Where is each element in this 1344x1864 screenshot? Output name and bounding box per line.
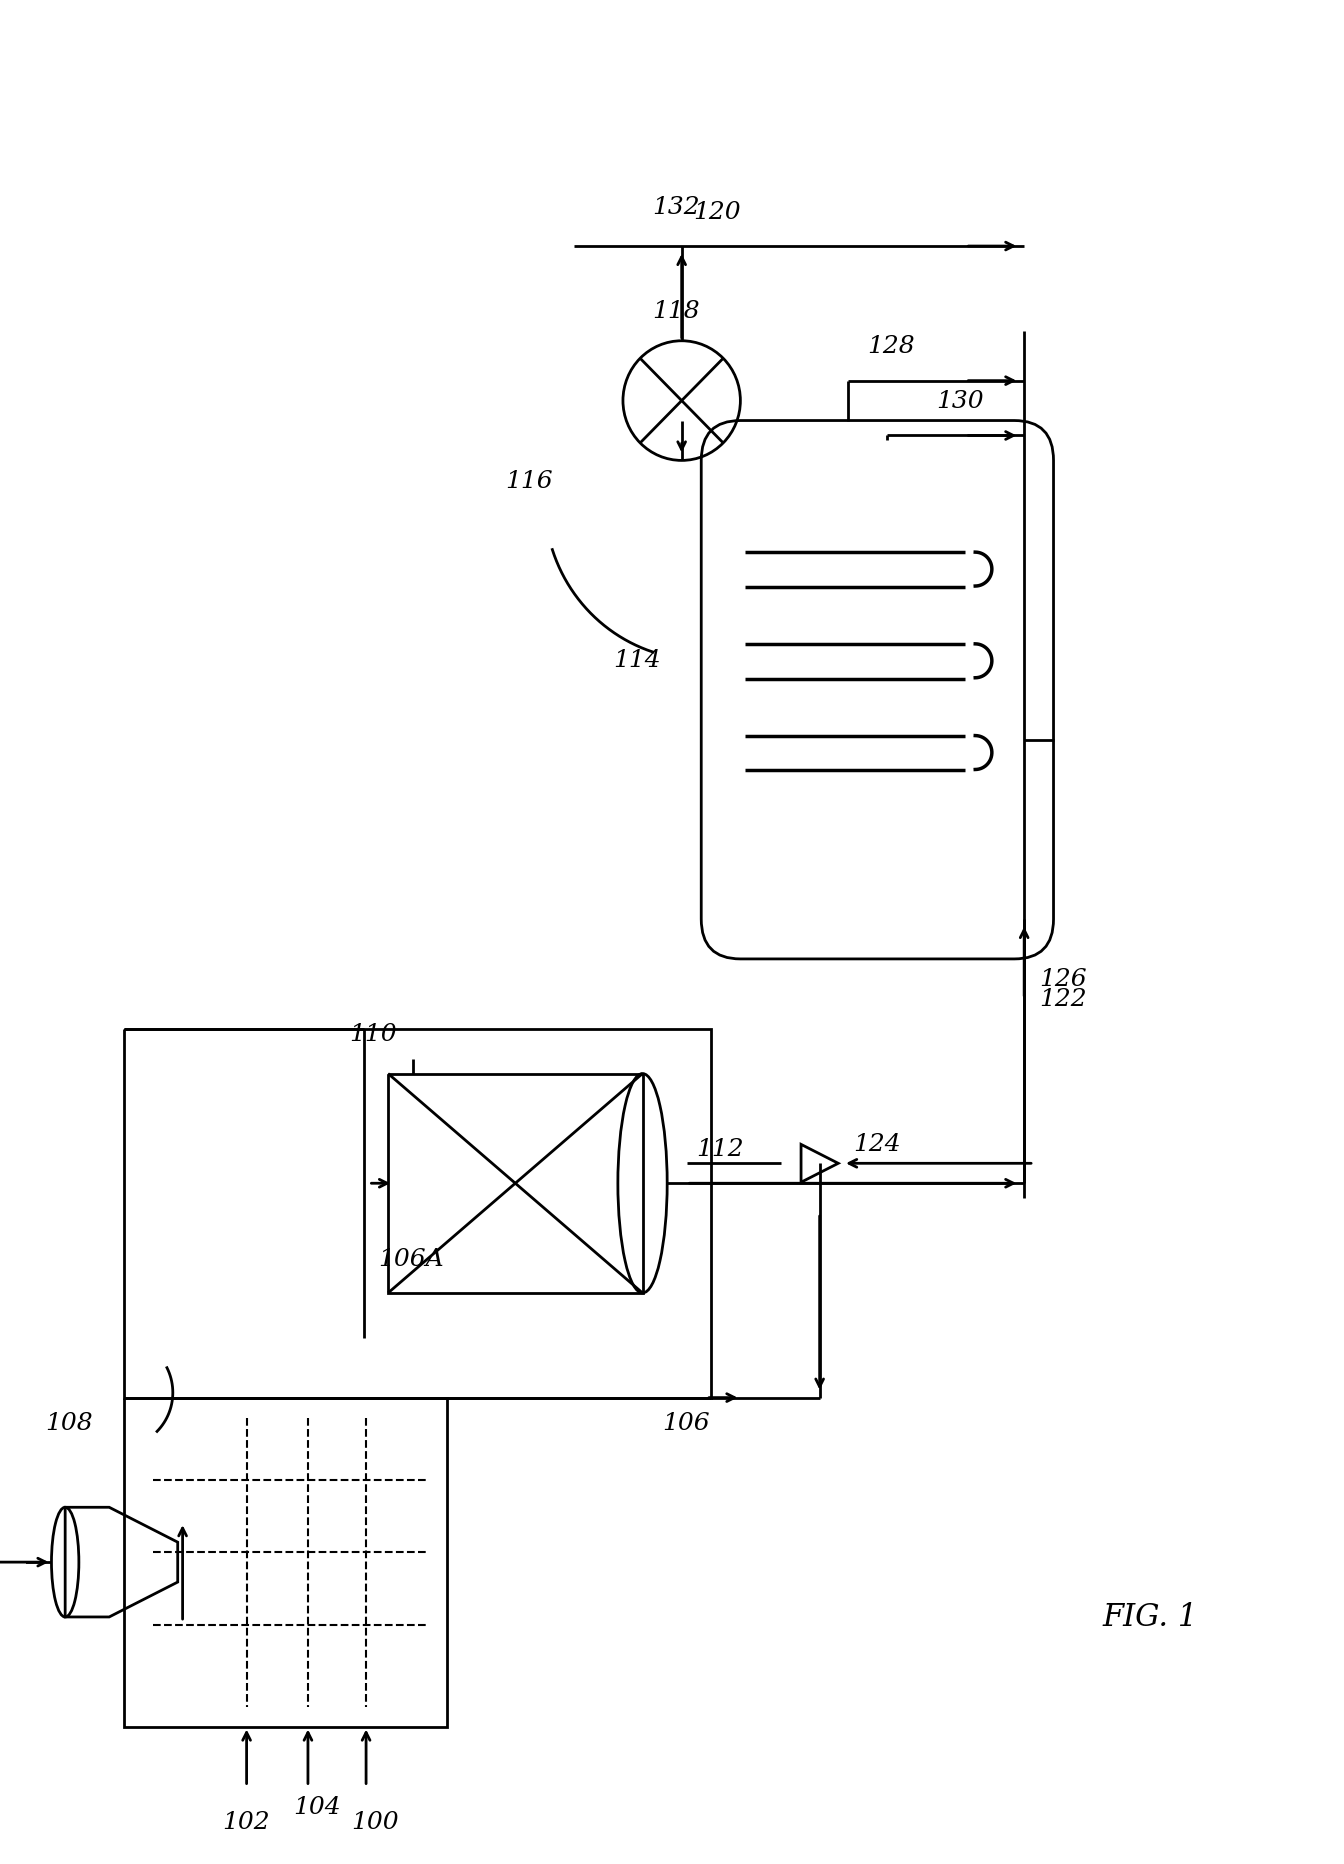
Text: 122: 122 [1039, 988, 1086, 1010]
Text: 114: 114 [613, 649, 661, 671]
Text: 104: 104 [293, 1795, 341, 1817]
Text: 112: 112 [696, 1137, 745, 1159]
Text: 106: 106 [663, 1411, 710, 1433]
Text: FIG. 1: FIG. 1 [1102, 1601, 1198, 1633]
Text: 102: 102 [222, 1810, 270, 1832]
Text: 124: 124 [853, 1131, 900, 1156]
Text: 132: 132 [652, 196, 700, 218]
Text: 128: 128 [868, 336, 915, 358]
Text: 118: 118 [652, 300, 700, 322]
Text: 120: 120 [694, 201, 741, 224]
Text: 116: 116 [505, 470, 554, 492]
Text: 108: 108 [46, 1411, 93, 1433]
Text: 126: 126 [1039, 967, 1086, 992]
Text: 110: 110 [349, 1023, 396, 1046]
Text: 100: 100 [351, 1810, 399, 1832]
Text: 106A: 106A [378, 1247, 444, 1269]
Text: 130: 130 [935, 390, 984, 412]
